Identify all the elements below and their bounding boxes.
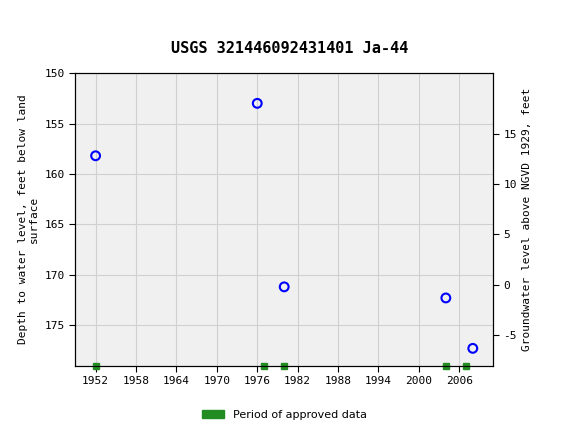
Text: USGS 321446092431401 Ja-44: USGS 321446092431401 Ja-44 <box>171 41 409 56</box>
Point <box>468 345 477 352</box>
Point <box>253 100 262 107</box>
Legend: Period of approved data: Period of approved data <box>197 405 371 424</box>
Point <box>91 152 100 159</box>
Text: ≡USGS: ≡USGS <box>12 16 70 35</box>
Y-axis label: Depth to water level, feet below land
surface: Depth to water level, feet below land su… <box>17 95 39 344</box>
Point <box>441 295 451 301</box>
Point <box>280 283 289 290</box>
Y-axis label: Groundwater level above NGVD 1929, feet: Groundwater level above NGVD 1929, feet <box>523 88 532 351</box>
